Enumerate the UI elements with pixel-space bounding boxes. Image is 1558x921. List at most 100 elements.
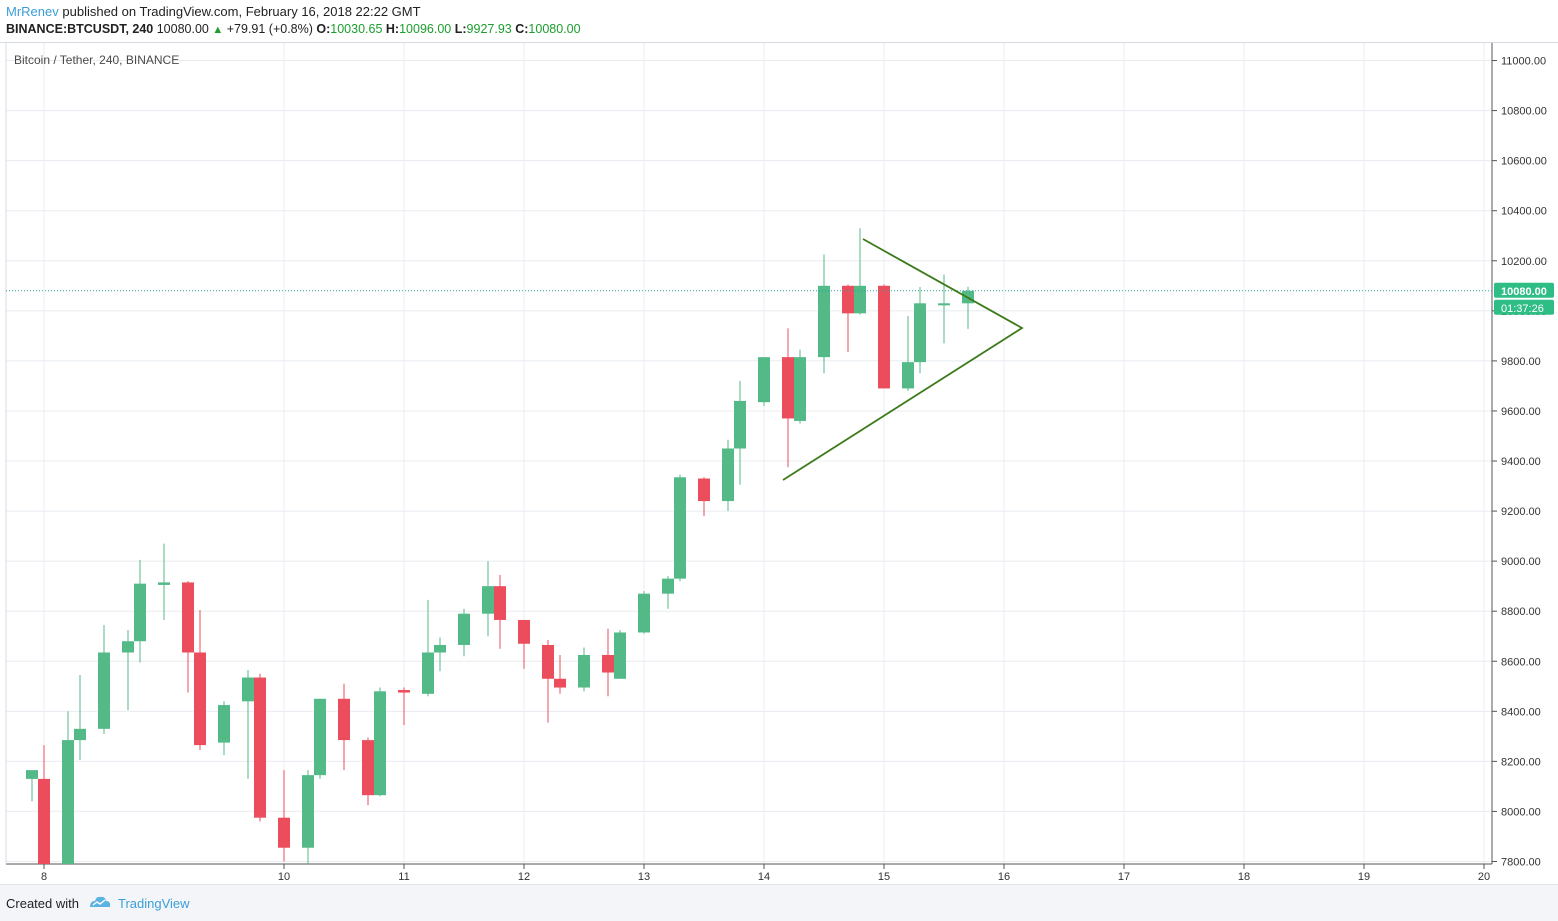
last-price-tag-label: 10080.00 bbox=[1501, 286, 1547, 298]
x-tick-label: 17 bbox=[1118, 871, 1130, 883]
candle-body bbox=[494, 586, 506, 620]
candle-body bbox=[134, 583, 146, 642]
candlestick-chart[interactable]: 7800.00 8000.00 8200.00 8400.00 8600.00 8800.… bbox=[0, 43, 1558, 885]
candle-body bbox=[182, 582, 194, 653]
open-value: 10030.65 bbox=[330, 22, 383, 36]
candle-body bbox=[458, 613, 470, 645]
candle-body bbox=[62, 740, 74, 864]
y-tick-label: 8400.00 bbox=[1501, 706, 1541, 718]
candle-body bbox=[914, 303, 926, 363]
y-tick-label: 8000.00 bbox=[1501, 806, 1541, 818]
chart-legend: Bitcoin / Tether, 240, BINANCE bbox=[14, 53, 180, 67]
candle-body bbox=[398, 690, 410, 693]
candle-body bbox=[158, 582, 170, 585]
tradingview-brand-link[interactable]: TradingView bbox=[118, 896, 190, 911]
y-tick-label: 9200.00 bbox=[1501, 506, 1541, 518]
candle-body bbox=[122, 641, 134, 653]
candle-body bbox=[722, 448, 734, 502]
candle-body bbox=[794, 357, 806, 421]
high-label: H: bbox=[385, 22, 400, 36]
candle-body bbox=[314, 698, 326, 776]
candle-body bbox=[758, 357, 770, 403]
candle-body bbox=[302, 775, 314, 848]
candle-body bbox=[518, 619, 530, 644]
y-tick-label: 10200.00 bbox=[1501, 256, 1547, 268]
y-tick-label: 7800.00 bbox=[1501, 856, 1541, 868]
footer-bar: Created with TradingView bbox=[0, 884, 1558, 921]
y-tick-label: 11000.00 bbox=[1501, 56, 1546, 68]
y-tick-label: 9400.00 bbox=[1501, 456, 1541, 468]
published-text: published on TradingView.com, February 1… bbox=[62, 4, 421, 19]
candle-body bbox=[554, 678, 566, 688]
candle-body bbox=[698, 478, 710, 502]
candle-body bbox=[338, 698, 350, 741]
candle-body bbox=[434, 644, 446, 653]
candle-body bbox=[278, 817, 290, 848]
x-tick-label: 13 bbox=[638, 871, 650, 883]
up-arrow-icon: ▲ bbox=[212, 24, 224, 36]
symbol-label: BINANCE:BTCUSDT, 240 bbox=[6, 22, 154, 36]
x-tick-label: 18 bbox=[1238, 871, 1250, 883]
y-tick-label: 10400.00 bbox=[1501, 206, 1547, 218]
candle-body bbox=[854, 285, 866, 314]
close-label: C: bbox=[515, 22, 529, 36]
publish-header: MrRenev published on TradingView.com, Fe… bbox=[0, 0, 1558, 42]
countdown-tag bbox=[1494, 299, 1554, 315]
x-tick-label: 14 bbox=[758, 871, 770, 883]
candle-body bbox=[938, 303, 950, 306]
publish-line: MrRenev published on TradingView.com, Fe… bbox=[6, 4, 421, 19]
candle-body bbox=[674, 477, 686, 579]
candle-body bbox=[362, 740, 374, 796]
y-tick-label: 9600.00 bbox=[1501, 406, 1541, 418]
candle-body bbox=[662, 578, 674, 594]
candle-body bbox=[422, 652, 434, 694]
tradingview-logo-icon bbox=[90, 896, 111, 907]
candle-body bbox=[638, 593, 650, 633]
x-tick-label: 20 bbox=[1478, 871, 1490, 883]
candle-body bbox=[38, 778, 50, 864]
created-with-label: Created with bbox=[6, 896, 79, 911]
chart-area[interactable]: 7800.00 8000.00 8200.00 8400.00 8600.00 8800.… bbox=[0, 42, 1558, 885]
last-price: 10080.00 bbox=[156, 22, 209, 36]
last-price-tag bbox=[1494, 282, 1554, 298]
candle-body bbox=[902, 362, 914, 389]
symbol-ohlc-line: BINANCE:BTCUSDT, 240 10080.00 ▲ +79.91 (… bbox=[6, 22, 581, 36]
y-tick-label: 8800.00 bbox=[1501, 606, 1541, 618]
candle-body bbox=[734, 400, 746, 449]
candle-body bbox=[842, 285, 854, 314]
candle-body bbox=[614, 632, 626, 679]
x-tick-label: 12 bbox=[518, 871, 530, 883]
high-value: 10096.00 bbox=[399, 22, 452, 36]
candle-body bbox=[98, 652, 110, 729]
countdown-tag-label: 01:37:26 bbox=[1501, 303, 1544, 315]
candle-body bbox=[242, 677, 254, 702]
x-tick-label: 8 bbox=[41, 871, 47, 883]
y-tick-label: 10800.00 bbox=[1501, 106, 1547, 118]
low-label: L: bbox=[454, 22, 467, 36]
x-tick-label: 11 bbox=[398, 871, 409, 883]
candle-body bbox=[218, 705, 230, 743]
y-tick-label: 8200.00 bbox=[1501, 756, 1541, 768]
x-tick-label: 16 bbox=[998, 871, 1010, 883]
candle-body bbox=[602, 654, 614, 673]
candle-body bbox=[542, 644, 554, 679]
y-tick-label: 10600.00 bbox=[1501, 156, 1547, 168]
author-link[interactable]: MrRenev bbox=[6, 4, 59, 19]
low-value: 9927.93 bbox=[466, 22, 512, 36]
candle-body bbox=[578, 654, 590, 688]
y-tick-label: 9000.00 bbox=[1501, 556, 1541, 568]
x-tick-label: 10 bbox=[278, 871, 290, 883]
x-tick-label: 19 bbox=[1358, 871, 1370, 883]
y-tick-label: 8600.00 bbox=[1501, 656, 1541, 668]
x-tick-label: 15 bbox=[878, 871, 890, 883]
candle-body bbox=[782, 357, 794, 419]
candle-body bbox=[194, 652, 206, 746]
open-label: O: bbox=[316, 22, 331, 36]
y-tick-label: 9800.00 bbox=[1501, 356, 1541, 368]
triangle-drawing bbox=[782, 238, 1024, 481]
candle-body bbox=[26, 770, 38, 779]
close-value: 10080.00 bbox=[528, 22, 581, 36]
candle-body bbox=[374, 691, 386, 796]
candle-body bbox=[878, 285, 890, 389]
candle-body bbox=[74, 728, 86, 741]
